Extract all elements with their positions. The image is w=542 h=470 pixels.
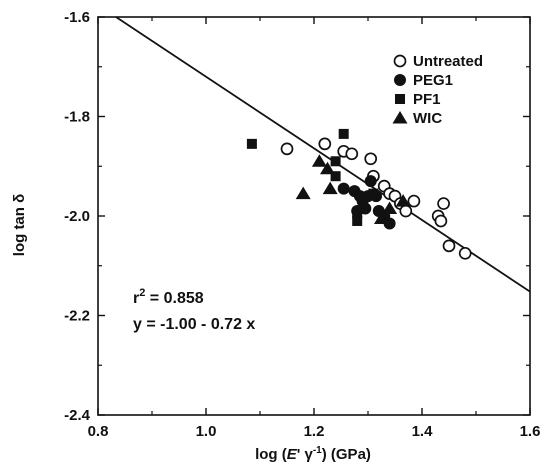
plot-area-border bbox=[97, 16, 531, 416]
x-axis-title-prefix: log ( bbox=[255, 446, 287, 463]
data-point-untreated bbox=[318, 137, 332, 151]
plot-frame bbox=[97, 16, 531, 416]
data-point-wic bbox=[374, 211, 389, 224]
legend: Untreated PEG1 PF1 WIC bbox=[392, 53, 483, 127]
y-tick-label: -1.6 bbox=[64, 9, 90, 26]
y-tick-label: -1.8 bbox=[64, 109, 90, 126]
data-point-peg1 bbox=[364, 175, 377, 188]
data-point-pf1 bbox=[330, 171, 341, 182]
legend-label-wic: WIC bbox=[413, 110, 442, 127]
axis-ticks bbox=[97, 16, 531, 416]
y-tick-label: -2.0 bbox=[64, 208, 90, 225]
fit-line bbox=[115, 16, 531, 293]
data-point-untreated bbox=[442, 239, 456, 253]
data-point-pf1 bbox=[352, 208, 363, 219]
data-point-pf1 bbox=[330, 156, 341, 167]
data-point-wic bbox=[295, 186, 311, 200]
x-tick-label: 1.4 bbox=[412, 423, 434, 440]
data-point-wic bbox=[322, 181, 338, 195]
data-point-pf1 bbox=[368, 188, 379, 199]
legend-marker-pf1 bbox=[395, 94, 405, 104]
r-squared-annotation: r2 = 0.858 bbox=[133, 287, 204, 307]
y-tick-label: -2.4 bbox=[64, 407, 91, 424]
data-point-untreated bbox=[399, 204, 413, 218]
regression-equation: y = -1.00 - 0.72 x bbox=[133, 316, 255, 333]
x-axis-title-middle: ' γ bbox=[297, 446, 314, 463]
y-axis-title: log tan δ bbox=[11, 194, 28, 256]
data-point-pf1 bbox=[352, 215, 363, 226]
data-point-pf1 bbox=[246, 138, 257, 149]
data-point-untreated bbox=[345, 147, 359, 161]
r-squared-superscript: 2 bbox=[139, 287, 145, 299]
data-point-wic bbox=[382, 201, 398, 215]
legend-marker-wic bbox=[392, 111, 408, 124]
x-tick-label: 1.0 bbox=[196, 423, 217, 440]
x-axis-title-variable: E bbox=[287, 446, 298, 463]
data-point-untreated bbox=[364, 152, 378, 166]
x-tick-label: 1.2 bbox=[304, 423, 325, 440]
regression-line bbox=[115, 16, 531, 293]
data-point-untreated bbox=[434, 214, 448, 228]
data-point-wic bbox=[311, 154, 327, 167]
data-point-untreated bbox=[280, 142, 294, 156]
axis-tick-labels: 0.8 1.0 1.2 1.4 1.6 -2.4 -2.2 -2.0 -1.8 -1.6 bbox=[64, 9, 540, 440]
legend-marker-peg1 bbox=[394, 74, 406, 86]
x-tick-label: 1.6 bbox=[520, 423, 541, 440]
data-point-wic bbox=[320, 161, 335, 175]
data-point-untreated bbox=[458, 246, 472, 260]
y-tick-label: -2.2 bbox=[64, 308, 90, 325]
legend-label-peg1: PEG1 bbox=[413, 72, 453, 89]
x-axis-title-superscript: -1 bbox=[313, 445, 322, 456]
data-points bbox=[246, 128, 472, 260]
data-point-untreated bbox=[407, 194, 421, 208]
data-point-untreated bbox=[437, 197, 450, 210]
x-axis-title: log (E' γ-1) (GPa) bbox=[255, 445, 371, 463]
x-tick-label: 0.8 bbox=[88, 423, 109, 440]
data-point-peg1 bbox=[337, 182, 350, 195]
data-point-pf1 bbox=[338, 128, 349, 139]
r-squared-value: = 0.858 bbox=[145, 290, 203, 307]
r-squared-symbol: r bbox=[133, 290, 139, 307]
legend-label-pf1: PF1 bbox=[413, 91, 441, 108]
data-point-wic bbox=[395, 194, 411, 207]
x-axis-title-suffix: ) (GPa) bbox=[322, 446, 371, 463]
legend-marker-untreated bbox=[393, 54, 407, 68]
legend-label-untreated: Untreated bbox=[413, 53, 483, 70]
